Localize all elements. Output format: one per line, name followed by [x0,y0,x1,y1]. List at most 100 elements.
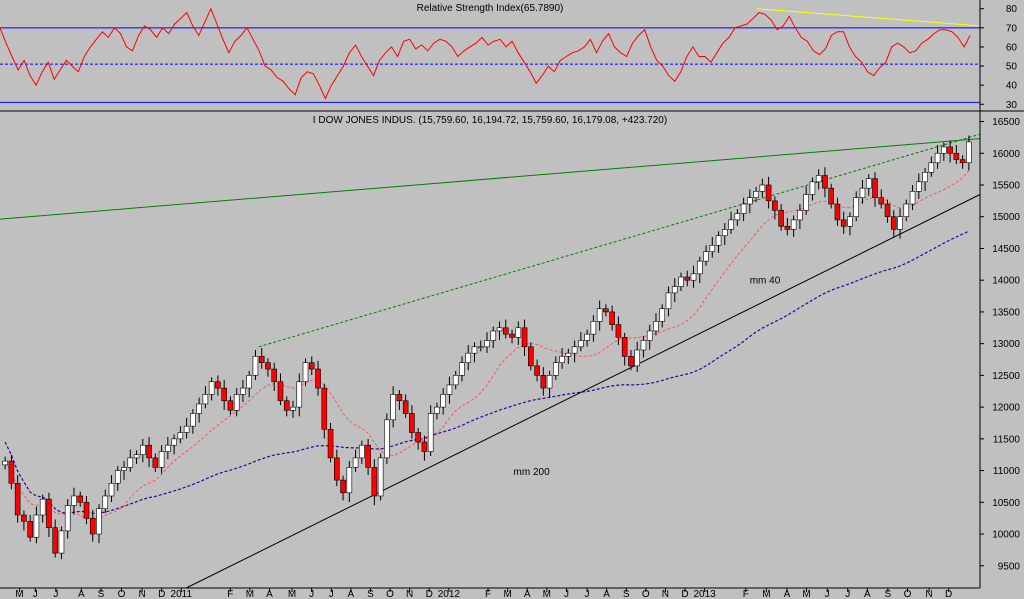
price-y-tick-label: 11000 [993,466,1021,477]
candle-up [553,362,559,376]
candle-down [46,498,52,529]
x-tick-label: M [802,589,810,599]
candle-up [671,286,678,294]
candle-up [96,508,102,535]
candle-up [346,467,353,494]
x-tick-label: A [78,589,85,599]
candle-up [202,394,209,405]
candle-down [402,400,409,414]
candle-up [427,413,434,452]
price-y-tick-label: 10500 [992,498,1020,509]
candle-up [897,216,903,230]
x-tick-label: A [266,589,273,599]
candle-down [840,219,847,227]
candle-down [534,365,540,376]
candle-up [640,340,647,351]
x-tick-label: F [743,589,749,599]
candle-up [565,352,572,357]
x-tick-label: F [227,589,233,599]
candle-down [315,368,321,389]
price-y-tick-label: 13500 [992,307,1020,318]
x-tick-label: O [642,589,650,599]
candle-up [71,495,77,506]
price-y-tick-label: 14000 [992,276,1020,287]
x-tick-label: M [15,589,23,599]
candlesticks [2,135,972,560]
x-tick-label: M [762,589,770,599]
candle-up [102,495,109,509]
candle-down [778,210,784,227]
candle-down [890,216,897,230]
candle-up [465,352,472,363]
candle-up [384,419,390,459]
candle-up [33,514,40,538]
candle-up [359,444,365,459]
price-y-tick-label: 15000 [992,212,1020,223]
candle-up [722,229,728,237]
annotation-label: mm 40 [750,275,781,286]
candle-down [221,387,227,402]
candle-up [966,141,972,164]
price-y-tick-label: 16500 [992,117,1020,128]
price-y-tick-label: 9500 [998,561,1021,572]
candle-up [803,194,809,211]
candle-up [2,460,8,466]
candle-up [434,406,440,414]
candle-down [308,362,315,370]
candle-down [258,356,265,363]
x-tick-label: N [406,589,413,599]
candle-up [634,349,640,367]
candle-down [265,362,271,370]
x-tick-label: J [825,589,830,599]
candle-up [728,219,734,230]
candle-up [596,308,603,322]
price-y-tick-label: 16000 [992,149,1020,160]
candle-up [903,203,910,218]
candle-up [790,219,797,230]
candle-down [772,200,778,211]
x-tick-label: J [33,589,38,599]
candle-down [371,467,378,497]
candle-up [171,438,177,446]
candle-down [89,517,96,535]
x-tick-label: M [503,589,511,599]
candle-up [665,292,672,310]
candle-up [709,244,716,252]
rsi-panel: Relative Strength Index(65.7890) 80 70 60 5… [0,0,1017,111]
price-y-tick-label: 15500 [992,180,1020,191]
x-tick-label: O [386,589,394,599]
candle-up [740,203,747,214]
candle-down [327,429,334,459]
candle-down [271,368,278,383]
candle-up [240,387,246,395]
candle-down [365,444,371,468]
candle-down [521,327,528,348]
candle-up [452,375,459,386]
candle-up [590,321,597,335]
price-panel: I DOW JONES INDUS. (15,759.60, 16,194.72… [0,112,1021,589]
rsi-y-tick-label: 60 [1006,42,1018,53]
x-tick-label: O [118,589,126,599]
candle-up [928,162,935,173]
candle-down [334,457,340,481]
candle-up [302,362,309,383]
candle-down [765,184,772,202]
x-tick-label: J [585,589,590,599]
price-y-tick-label: 13000 [992,339,1020,350]
candle-up [440,394,446,408]
candle-down [621,337,628,357]
candle-down [14,482,21,516]
candle-up [653,321,659,332]
x-tick-label: A [524,589,531,599]
candle-up [352,457,359,468]
price-title: I DOW JONES INDUS. (15,759.60, 16,194.72… [313,115,667,126]
x-tick-label: N [925,589,932,599]
rsi-y-tick-label: 30 [1006,100,1018,111]
candle-down [540,375,547,389]
candle-up [484,340,490,348]
candle-up [390,394,396,421]
candle-down [628,356,634,367]
price-y-tick-label: 14500 [992,244,1020,255]
candle-up [546,375,553,389]
candle-up [133,454,140,459]
